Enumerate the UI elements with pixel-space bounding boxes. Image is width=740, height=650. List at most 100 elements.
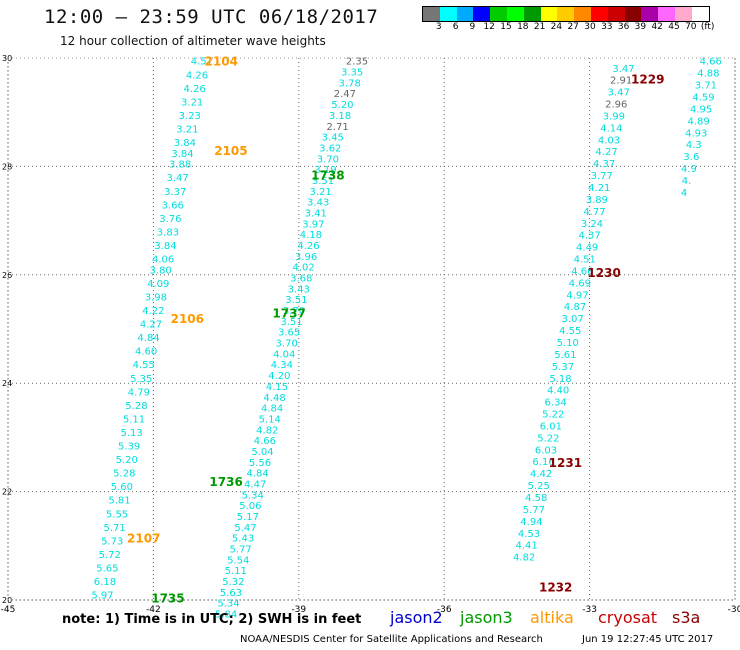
lon-tick-label: -39	[291, 605, 306, 615]
wave-height-value: 5.43	[232, 534, 254, 545]
wave-height-value: 5.81	[108, 496, 130, 507]
wave-height-value: 4.66	[254, 436, 276, 447]
wave-height-value: 4.9	[681, 164, 697, 175]
lon-tick-label: -36	[437, 605, 452, 615]
wave-height-value: 2.91	[610, 76, 632, 87]
wave-height-value: 3.65	[278, 328, 300, 339]
wave-height-value: 3.88	[169, 160, 191, 171]
wave-height-value: 3.51	[280, 317, 302, 328]
wave-height-value: 4.84	[261, 404, 283, 415]
lat-tick-label: 24	[2, 379, 12, 388]
color-scale-label: 70	[685, 22, 697, 32]
wave-height-value: 5.17	[237, 512, 259, 523]
wave-height-value: 3.84	[174, 138, 196, 149]
wave-height-value: 3.18	[329, 111, 351, 122]
wave-height-value: 4.79	[128, 387, 150, 398]
color-scale-label: 24	[550, 22, 563, 32]
wave-height-value: 5.13	[120, 428, 142, 439]
wave-height-value: 5.28	[113, 469, 135, 480]
wave-height-value: 6.01	[540, 421, 562, 432]
wave-height-value: 3.71	[695, 81, 717, 92]
wave-height-value: 4.77	[583, 207, 605, 218]
wave-height-value: 3.70	[283, 306, 305, 317]
wave-height-value: 4.41	[515, 541, 537, 552]
wave-height-value: 3.84	[171, 149, 193, 160]
pass-time-label: 1231	[549, 456, 582, 470]
wave-height-value: 4.51	[574, 255, 596, 266]
wave-height-value: 5.35	[130, 374, 152, 385]
wave-height-value: 4.66	[700, 57, 722, 68]
lat-tick-label: 28	[2, 162, 12, 171]
wave-height-value: 4.27	[140, 320, 162, 331]
pass-time-label: 1230	[587, 266, 620, 280]
wave-height-value: 3.97	[302, 219, 324, 230]
color-swatch	[674, 7, 692, 21]
wave-height-value: 4.20	[268, 371, 290, 382]
wave-height-value: 4.22	[142, 306, 164, 317]
footer-note: note: 1) Time is in UTC; 2) SWH is in fe…	[62, 612, 362, 627]
wave-height-value: 4.87	[564, 302, 586, 313]
color-swatch	[658, 7, 675, 21]
color-scale-label: 12	[483, 22, 495, 32]
wave-height-value: 5.65	[96, 563, 118, 574]
color-swatch	[540, 7, 558, 21]
wave-height-value: 3.43	[307, 198, 329, 209]
wave-height-value: 5.22	[537, 433, 559, 444]
wave-height-value: 5.77	[523, 505, 545, 516]
lat-tick-label: 22	[2, 488, 12, 497]
wave-height-value: 2.71	[326, 122, 348, 133]
wave-height-value: 5.60	[111, 482, 133, 493]
wave-height-value: 4.04	[273, 349, 295, 360]
wave-height-value: 4.97	[566, 290, 588, 301]
wave-height-value: 3.43	[288, 284, 310, 295]
wave-height-value: 4.37	[593, 159, 615, 170]
map-title: 12:00 — 23:59 UTC 06/18/2017	[44, 6, 379, 28]
wave-height-value: 3.21	[309, 187, 331, 198]
wave-height-value: 5.22	[542, 410, 564, 421]
wave-height-value: 4.89	[688, 116, 710, 127]
wave-height-value: 6.16	[532, 457, 554, 468]
wave-height-value: 3.47	[612, 64, 634, 75]
wave-height-value: 3.66	[162, 200, 184, 211]
lon-tick-label: -30	[728, 605, 740, 615]
wave-height-value: 4.03	[598, 135, 620, 146]
color-scale-label: 15	[500, 22, 512, 32]
wave-height-value: 4.59	[692, 92, 714, 103]
wave-height-value: 5.28	[125, 401, 147, 412]
wave-height-value: 3.99	[603, 111, 625, 122]
wave-height-value: 4.26	[183, 84, 205, 95]
wave-height-value: 3.37	[164, 187, 186, 198]
color-swatch	[523, 7, 541, 21]
wave-height-value: 4.93	[685, 128, 707, 139]
wave-height-value: 4.40	[547, 386, 569, 397]
wave-height-value: 4.84	[246, 469, 268, 480]
wave-height-value: 4.55	[133, 360, 155, 371]
wave-height-value: 4.3	[686, 140, 702, 151]
wave-height-value: 4.26	[297, 241, 319, 252]
color-scale-label: 42	[651, 22, 663, 32]
wave-height-value: 5.06	[239, 501, 261, 512]
wave-height-value: 5.18	[549, 374, 571, 385]
wave-height-value: 5.77	[230, 545, 252, 556]
lat-tick-label: 30	[2, 54, 12, 63]
wave-height-value: 4.57	[191, 57, 213, 68]
wave-height-value: 4.27	[595, 147, 617, 158]
wave-height-value: 3.51	[285, 295, 307, 306]
wave-height-value: 3.77	[591, 171, 613, 182]
wave-height-value: 5.34	[242, 490, 264, 501]
legend-jason3: jason3	[460, 608, 513, 627]
color-scale-label: 30	[584, 22, 596, 32]
color-scale-label: 33	[601, 22, 613, 32]
wave-height-value: 4.15	[266, 382, 288, 393]
color-swatch	[607, 7, 625, 21]
wave-height-value: 5.47	[234, 523, 256, 534]
color-scale-label: 6	[452, 22, 459, 32]
wave-height-value: 3.70	[276, 339, 298, 350]
wave-height-value: 4.94	[520, 517, 542, 528]
color-scale-label: 9	[469, 22, 476, 32]
pass-time-label: 1736	[209, 475, 242, 489]
color-swatch	[473, 7, 491, 21]
legend-cryosat: cryosat	[598, 608, 658, 627]
color-swatch	[506, 7, 524, 21]
wave-height-value: 2.47	[334, 89, 356, 100]
